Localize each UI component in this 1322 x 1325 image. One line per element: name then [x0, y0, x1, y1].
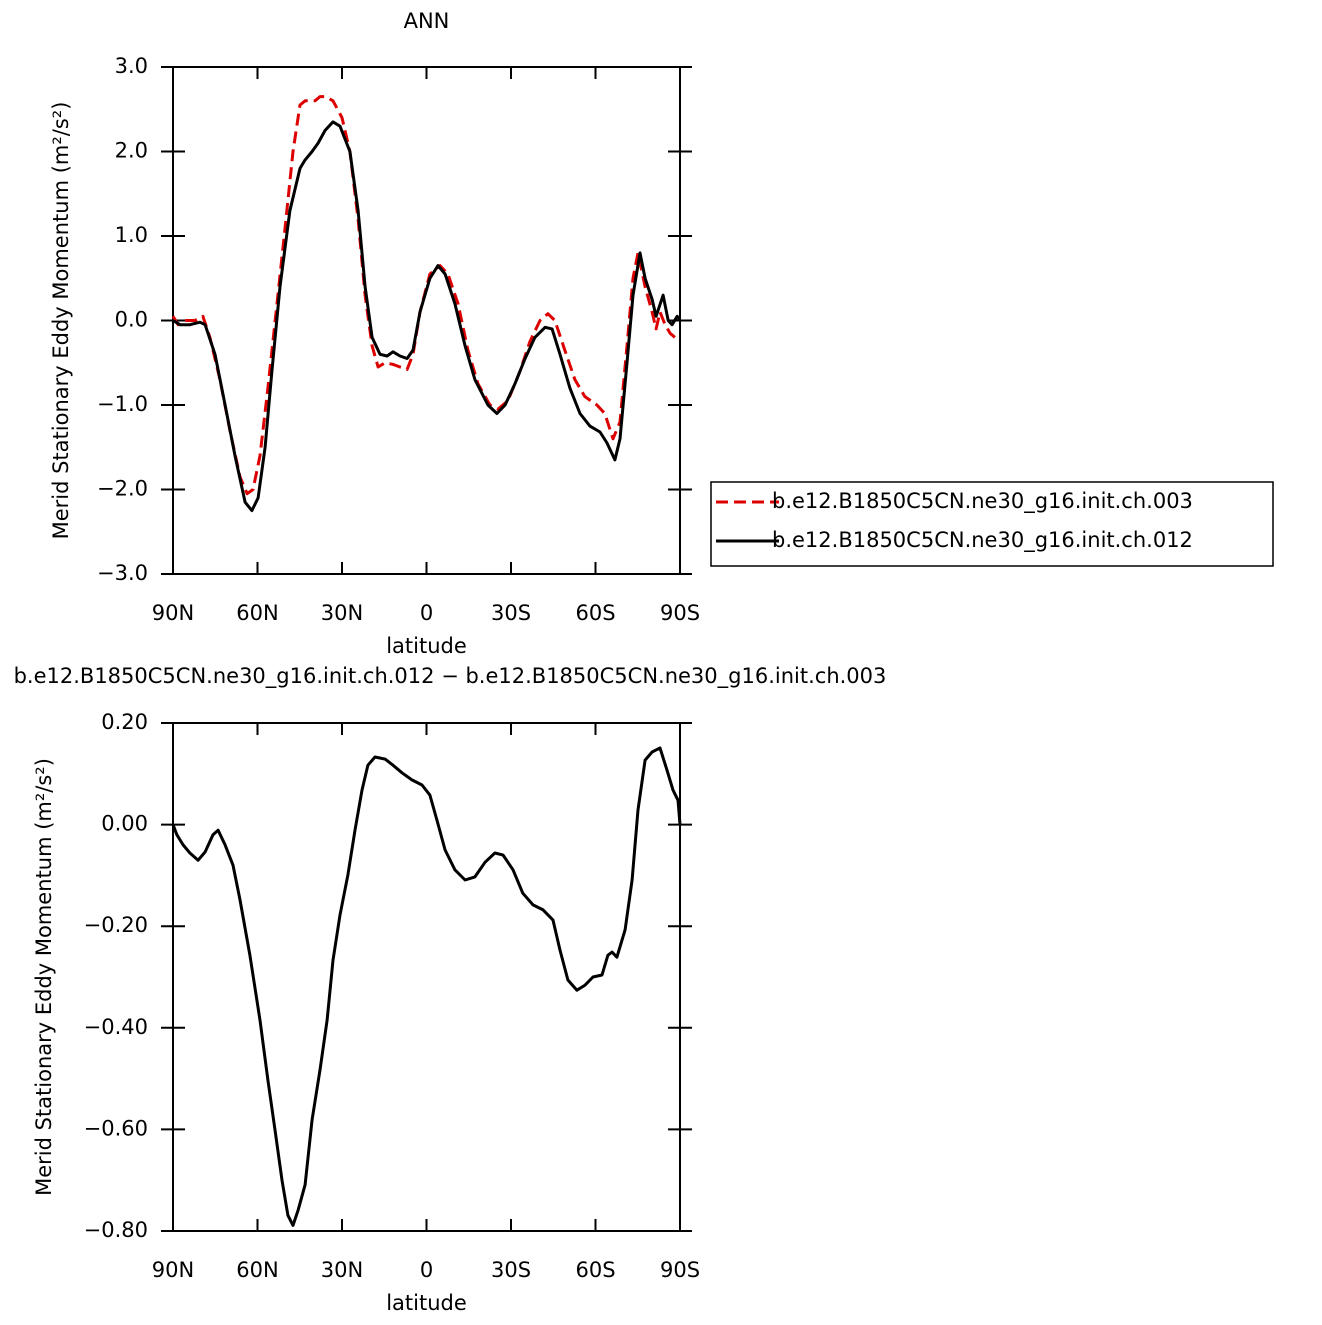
x-tick-label: 30N: [321, 1258, 363, 1282]
x-tick-label: 30N: [321, 601, 363, 625]
series-line: [171, 746, 682, 1227]
x-axis-label: latitude: [386, 1291, 467, 1315]
x-tick-label: 60S: [575, 601, 615, 625]
y-tick-label: −0.40: [84, 1015, 148, 1039]
chart-title: ANN: [404, 9, 450, 33]
y-tick-label: −0.80: [84, 1218, 148, 1242]
y-tick-label: 3.0: [115, 54, 148, 78]
legend-label: b.e12.B1850C5CN.ne30_g16.init.ch.003: [772, 489, 1193, 514]
y-tick-label: 1.0: [115, 223, 148, 247]
y-tick-label: −0.20: [84, 913, 148, 937]
x-tick-label: 60N: [236, 601, 278, 625]
x-tick-label: 30S: [491, 601, 531, 625]
x-axis-label: latitude: [386, 634, 467, 658]
y-axis-label: Merid Stationary Eddy Momentum (m²/s²): [32, 758, 56, 1196]
y-tick-label: 0.0: [115, 308, 148, 332]
y-tick-label: −0.60: [84, 1116, 148, 1140]
x-tick-label: 90N: [152, 1258, 194, 1282]
legend-box: [710, 481, 1274, 567]
plot-frame: [172, 66, 681, 575]
x-tick-label: 60S: [575, 1258, 615, 1282]
y-tick-label: 0.20: [101, 710, 148, 734]
y-tick-label: 2.0: [115, 139, 148, 163]
series-line: [171, 95, 676, 496]
chart-title: b.e12.B1850C5CN.ne30_g16.init.ch.012 − b…: [14, 664, 887, 689]
y-tick-label: 0.00: [101, 812, 148, 836]
y-tick-label: −2.0: [97, 477, 148, 501]
y-tick-label: −3.0: [97, 561, 148, 585]
y-tick-label: −1.0: [97, 392, 148, 416]
series-line: [172, 120, 682, 513]
x-tick-label: 90S: [660, 1258, 700, 1282]
x-tick-label: 90N: [152, 601, 194, 625]
x-tick-label: 0: [420, 601, 433, 625]
x-tick-label: 90S: [660, 601, 700, 625]
plot-frame: [172, 722, 681, 1232]
x-tick-label: 0: [420, 1258, 433, 1282]
x-tick-label: 30S: [491, 1258, 531, 1282]
legend-label: b.e12.B1850C5CN.ne30_g16.init.ch.012: [772, 528, 1193, 553]
y-axis-label: Merid Stationary Eddy Momentum (m²/s²): [49, 102, 73, 540]
x-tick-label: 60N: [236, 1258, 278, 1282]
